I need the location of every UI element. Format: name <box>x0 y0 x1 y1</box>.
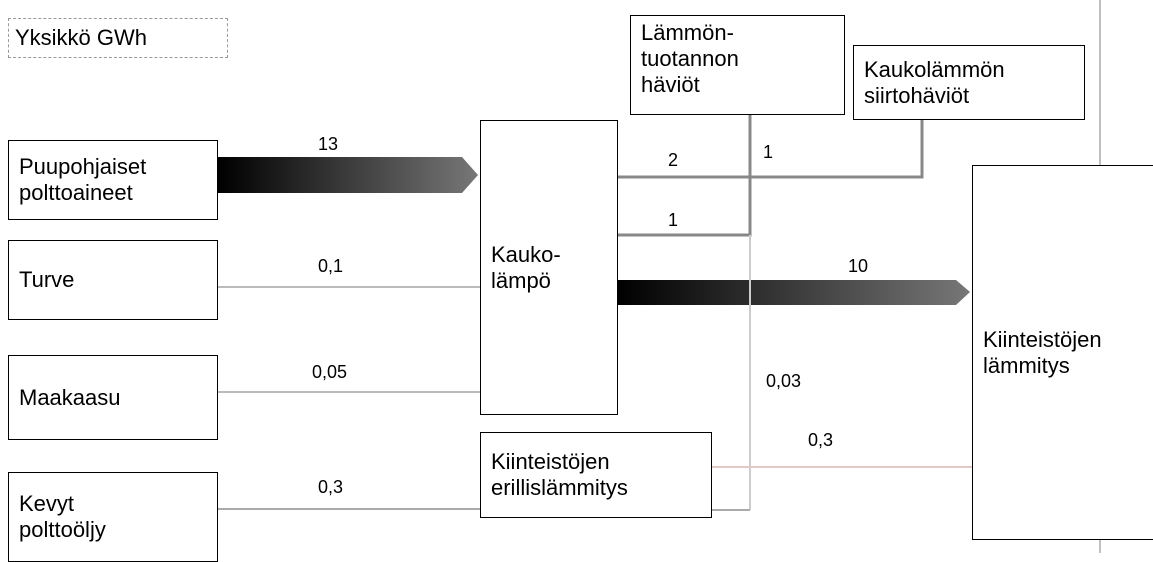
node: Turve <box>8 240 218 320</box>
flow-label: 0,1 <box>318 256 344 276</box>
node: Kiinteistöjen lämmitys <box>972 165 1153 540</box>
flow-label: 13 <box>318 134 339 154</box>
node: Kauko- lämpö <box>480 120 618 415</box>
node: Kevyt polttoöljy <box>8 472 218 562</box>
line-transfer-loss <box>618 120 924 179</box>
flow-label: 0,03 <box>766 371 802 391</box>
node: Lämmön- tuotannon häviöt <box>630 15 845 115</box>
flow-label: 1 <box>668 210 679 230</box>
flow-label: 0,3 <box>808 430 834 450</box>
unit-label: Yksikkö GWh <box>8 18 228 58</box>
arrow-district <box>618 280 970 305</box>
node: Maakaasu <box>8 355 218 440</box>
flow-label: 10 <box>848 256 869 276</box>
node: Kaukolämmön siirtohäviöt <box>853 45 1085 120</box>
node: Puupohjaiset polttoaineet <box>8 140 218 220</box>
flow-label: 1 <box>763 142 774 162</box>
flow-label: 0,3 <box>318 477 344 497</box>
flow-label: 2 <box>668 150 679 170</box>
line-production-loss <box>618 115 752 237</box>
flow-label: 0,05 <box>312 362 348 382</box>
arrow-wood <box>218 157 478 193</box>
node: Kiinteistöjen erillislämmitys <box>480 432 712 518</box>
